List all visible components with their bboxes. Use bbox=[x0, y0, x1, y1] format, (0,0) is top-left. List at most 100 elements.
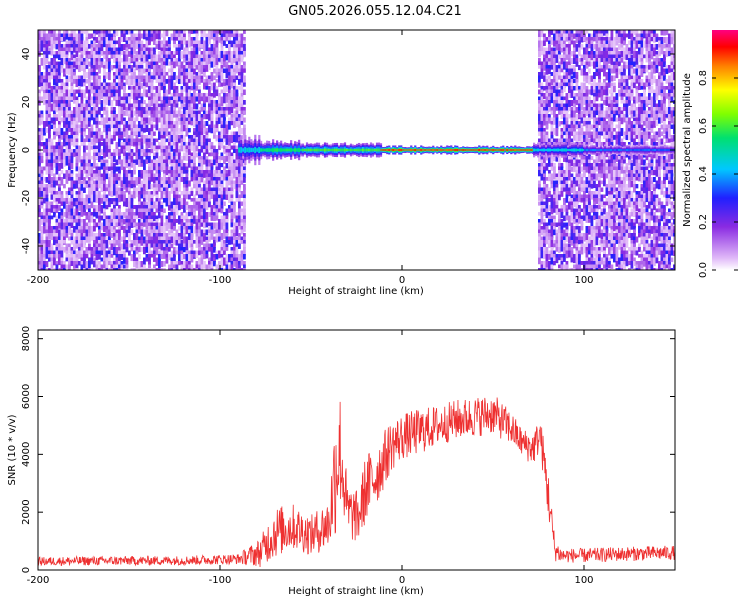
heatmap-cell bbox=[575, 240, 579, 245]
heatmap-cell bbox=[215, 114, 219, 118]
heatmap-cell bbox=[178, 128, 181, 135]
heatmap-cell bbox=[93, 194, 96, 203]
heatmap-cell bbox=[113, 117, 116, 123]
heatmap-cell bbox=[120, 268, 124, 270]
heatmap-cell bbox=[123, 184, 126, 190]
heatmap-cell bbox=[148, 82, 151, 87]
heatmap-cell bbox=[125, 110, 129, 117]
heatmap-cell bbox=[180, 72, 184, 78]
heatmap-cell bbox=[93, 96, 96, 102]
heatmap-cell bbox=[170, 236, 174, 243]
heatmap-cell bbox=[243, 247, 246, 251]
heatmap-cell bbox=[150, 170, 154, 175]
heatmap-cell bbox=[123, 110, 126, 116]
heatmap-cell bbox=[235, 215, 239, 221]
heatmap-cell bbox=[165, 149, 169, 154]
heatmap-cell bbox=[220, 180, 224, 188]
heatmap-cell bbox=[543, 40, 546, 47]
heatmap-cell bbox=[50, 145, 54, 151]
heatmap-cell bbox=[98, 268, 101, 270]
heatmap-cell bbox=[203, 103, 206, 110]
heatmap-cell bbox=[185, 170, 189, 176]
heatmap-cell bbox=[45, 47, 49, 52]
heatmap-cell bbox=[70, 219, 74, 223]
heatmap-cell bbox=[143, 68, 146, 74]
heatmap-cell bbox=[205, 114, 209, 120]
heatmap-cell bbox=[225, 54, 229, 61]
heatmap-cell bbox=[178, 180, 181, 189]
heatmap-cell bbox=[230, 107, 234, 114]
heatmap-cell bbox=[123, 250, 126, 255]
heatmap-cell bbox=[168, 166, 171, 173]
heatmap-cell bbox=[203, 54, 206, 62]
heatmap-cell bbox=[195, 124, 199, 131]
heatmap-cell bbox=[538, 268, 541, 270]
heatmap-cell bbox=[50, 177, 54, 184]
heatmap-cell bbox=[555, 180, 559, 185]
heatmap-cell bbox=[90, 233, 94, 239]
heatmap-cell bbox=[208, 37, 211, 43]
heatmap-cell bbox=[218, 198, 221, 207]
heatmap-cell bbox=[200, 240, 204, 245]
heatmap-cell bbox=[565, 170, 569, 178]
heatmap-cell bbox=[138, 107, 141, 113]
heatmap-cell bbox=[155, 257, 159, 266]
heatmap-cell bbox=[213, 187, 216, 193]
heatmap-cell bbox=[160, 187, 164, 195]
heatmap-cell bbox=[168, 219, 171, 225]
heatmap-cell bbox=[158, 68, 161, 76]
heatmap-cell bbox=[188, 229, 191, 236]
heatmap-cell bbox=[538, 61, 541, 66]
heatmap-cell bbox=[58, 96, 61, 101]
heatmap-cell bbox=[565, 208, 569, 214]
heatmap-cell bbox=[543, 156, 546, 160]
heatmap-cell bbox=[100, 194, 104, 200]
heatmap-cell bbox=[143, 208, 146, 214]
heatmap-cell bbox=[75, 47, 79, 52]
heatmap-cell bbox=[103, 240, 106, 247]
heatmap-cell bbox=[153, 72, 156, 77]
heatmap-cell bbox=[215, 163, 219, 169]
heatmap-cell bbox=[200, 212, 204, 217]
heatmap-cell bbox=[193, 208, 196, 214]
heatmap-cell bbox=[43, 145, 46, 152]
heatmap-cell bbox=[118, 268, 121, 270]
heatmap-cell bbox=[210, 47, 214, 52]
heatmap-cell bbox=[540, 47, 544, 54]
heatmap-cell bbox=[140, 191, 144, 198]
heatmap-cell bbox=[220, 184, 224, 189]
heatmap-cell bbox=[213, 229, 216, 234]
heatmap-cell bbox=[243, 177, 246, 183]
heatmap-cell bbox=[48, 159, 51, 165]
heatmap-cell bbox=[75, 79, 79, 88]
heatmap-cell bbox=[130, 163, 134, 168]
heatmap-cell bbox=[50, 93, 54, 100]
heatmap-cell bbox=[65, 173, 69, 179]
heatmap-cell bbox=[570, 222, 574, 230]
heatmap-cell bbox=[165, 61, 169, 66]
heatmap-cell bbox=[548, 233, 551, 238]
heatmap-cell bbox=[233, 72, 236, 76]
heatmap-cell bbox=[45, 138, 49, 143]
heatmap-cell bbox=[200, 170, 204, 176]
heatmap-cell bbox=[93, 250, 96, 257]
heatmap-cell bbox=[50, 152, 54, 162]
heatmap-cell bbox=[548, 117, 551, 124]
heatmap-cell bbox=[213, 100, 216, 105]
heatmap-cell bbox=[545, 142, 549, 147]
heatmap-cell bbox=[210, 250, 214, 257]
heatmap-cell bbox=[188, 208, 191, 213]
heatmap-cell bbox=[110, 107, 114, 112]
heatmap-cell bbox=[573, 236, 576, 245]
heatmap-cell bbox=[230, 121, 234, 126]
heatmap-cell bbox=[143, 205, 146, 211]
heatmap-cell bbox=[243, 184, 246, 190]
heatmap-cell bbox=[38, 145, 41, 152]
heatmap-cell bbox=[218, 51, 221, 58]
heatmap-cell bbox=[550, 65, 554, 70]
heatmap-cell bbox=[223, 212, 226, 217]
heatmap-cell bbox=[145, 124, 149, 133]
heatmap-cell bbox=[65, 205, 69, 209]
heatmap-cell bbox=[188, 254, 191, 263]
heatmap-cell bbox=[148, 156, 151, 161]
